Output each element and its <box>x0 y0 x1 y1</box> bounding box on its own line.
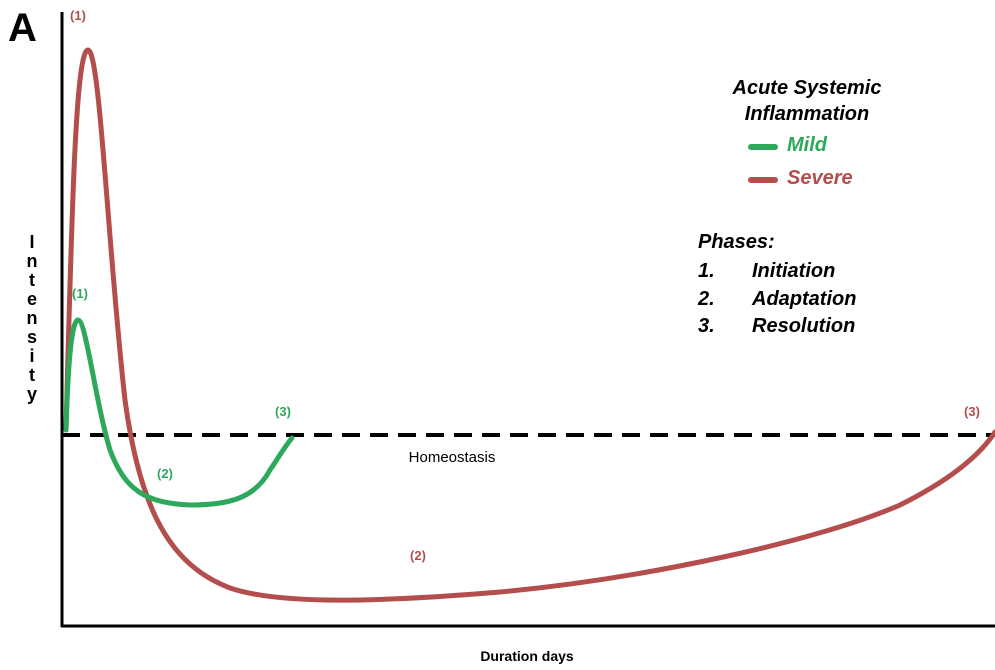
phase-number: 2. <box>698 288 715 310</box>
legend-label: Mild <box>787 134 827 156</box>
phase-name: Initiation <box>752 260 836 282</box>
legend-title: Acute Systemic Inflammation <box>732 77 882 125</box>
severe-curve <box>63 47 995 603</box>
legend-label: Severe <box>787 167 853 189</box>
phases-title: Phases: <box>698 231 775 253</box>
curve-label: (1) <box>72 286 88 301</box>
curve-label: (1) <box>70 8 86 23</box>
panel-label: A <box>8 6 37 50</box>
mild-curve <box>63 317 295 508</box>
y-axis-label: Intensity <box>22 232 42 403</box>
phase-name: Resolution <box>752 315 856 337</box>
baseline-label: Homeostasis <box>408 449 496 466</box>
curve-label: (3) <box>964 404 980 419</box>
phase-number: 3. <box>698 315 715 337</box>
curve-label: (3) <box>275 404 291 419</box>
x-axis-label: Duration days <box>480 648 574 664</box>
phase-name: Adaptation <box>752 288 857 310</box>
curve-label: (2) <box>157 466 173 481</box>
phase-number: 1. <box>698 260 715 282</box>
curve-label: (2) <box>410 548 426 563</box>
